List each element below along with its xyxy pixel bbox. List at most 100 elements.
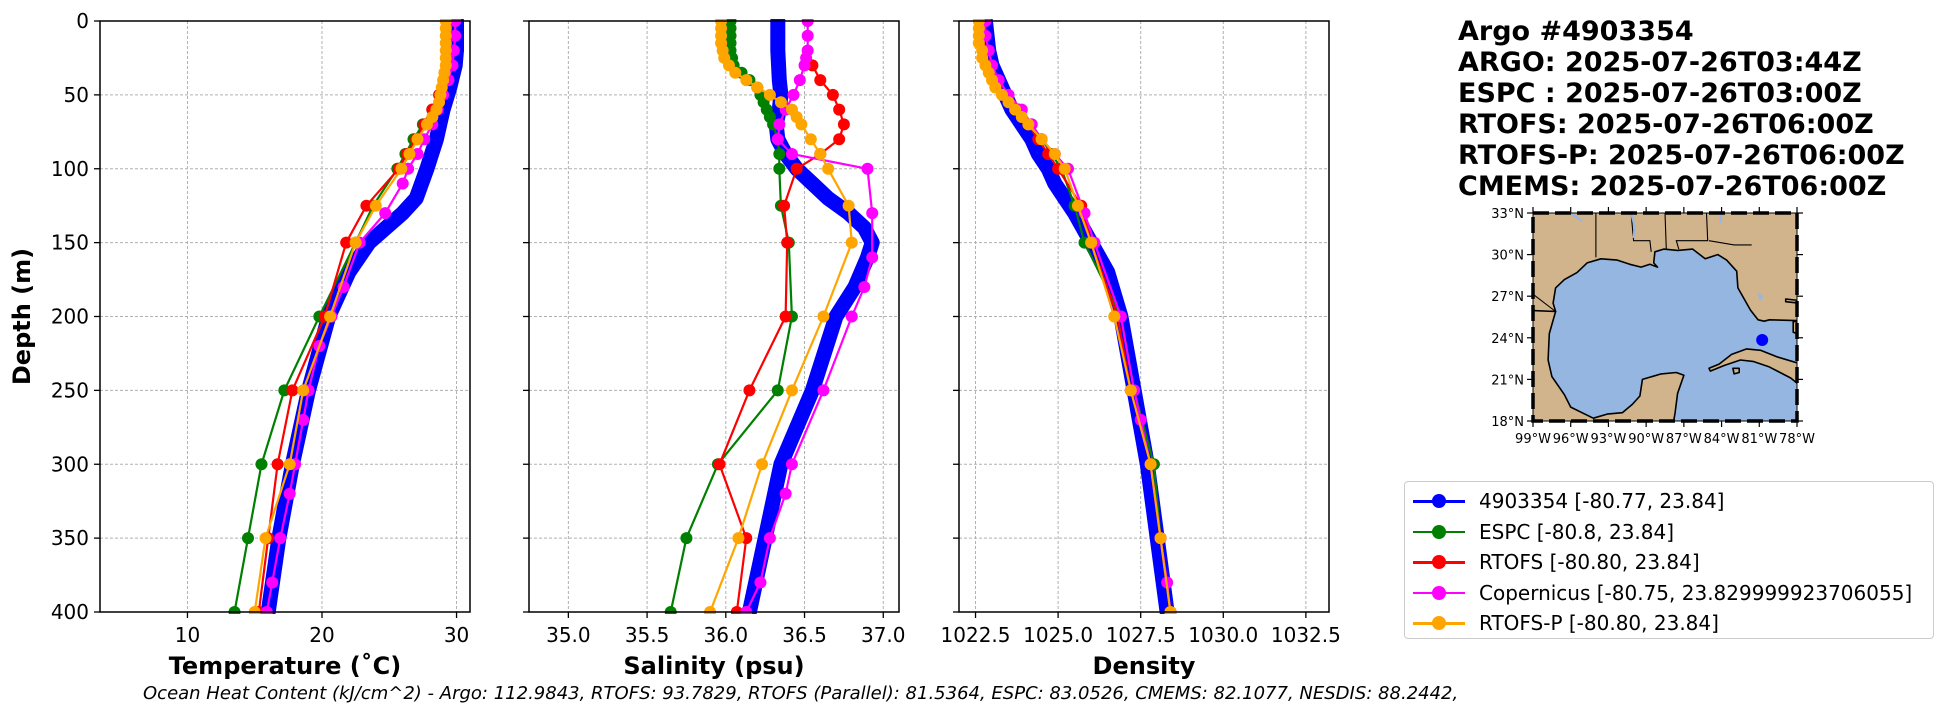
y-tick-label: 200: [51, 305, 89, 329]
series-group: [972, 19, 1177, 614]
map-lon-label: 84°W: [1704, 432, 1740, 447]
title-cmems-time: CMEMS: 2025-07-26T06:00Z: [1458, 171, 1887, 202]
series-rtofs-p-point: [1124, 384, 1137, 397]
series-espc-point: [680, 532, 693, 545]
series-rtofs-p-point: [1154, 532, 1167, 545]
title-argo-time: ARGO: 2025-07-26T03:44Z: [1458, 47, 1862, 78]
land-grand-bahama: [1784, 298, 1797, 304]
series-rtofs-point: [833, 133, 846, 146]
title-rtofs-time: RTOFS: 2025-07-26T06:00Z: [1458, 109, 1874, 140]
y-tick-label: 350: [51, 526, 89, 550]
y-tick-label: 300: [51, 452, 89, 476]
series-copernicus-point: [817, 384, 830, 397]
x-tick-label: 1032.5: [1271, 623, 1341, 647]
axes-frame: [99, 20, 471, 613]
legend-label-rtofs-p: RTOFS-P [-80.80, 23.84]: [1479, 611, 1719, 635]
series-copernicus-point: [793, 74, 806, 87]
series-copernicus-point: [861, 162, 874, 175]
legend-swatch-copernicus: [1413, 585, 1465, 601]
series-rtofs-point: [781, 236, 794, 249]
axes-frame: [958, 20, 1330, 613]
series-rtofs-point: [271, 458, 284, 471]
series-rtofs-p-point: [395, 162, 408, 175]
series-rtofs-p-point: [817, 310, 830, 323]
series-rtofs-p-point: [283, 458, 296, 471]
state-border: [1533, 293, 1556, 312]
map-lon-label: 87°W: [1666, 432, 1702, 447]
series-rtofs-point: [826, 88, 839, 101]
series-copernicus-point: [779, 487, 792, 500]
series-rtofs-point: [814, 74, 827, 87]
temperature-panel: 0 50 100 150 200 250 300 350 400 10 20 30 Temperatur…: [8, 9, 471, 680]
map-content: [1533, 213, 1797, 421]
series-rtofs-p-point: [324, 310, 337, 323]
y-tick-label: 250: [51, 378, 89, 402]
series-espc-point: [773, 147, 786, 160]
y-tick-label: 400: [51, 600, 89, 624]
series-copernicus-point: [754, 576, 767, 589]
y-axis-label: Depth (m): [8, 248, 36, 385]
series-copernicus-point: [866, 207, 879, 220]
x-tick-label: 1025.0: [1023, 623, 1093, 647]
land-cuba: [1708, 348, 1797, 385]
legend-item-espc: ESPC [-80.8, 23.84]: [1413, 517, 1674, 547]
series-rtofs-point: [743, 384, 756, 397]
series-rtofs-p-point: [804, 133, 817, 146]
legend-item-rtofs: RTOFS [-80.80, 23.84]: [1413, 547, 1700, 577]
map-lon-label: 96°W: [1553, 432, 1589, 447]
series-rtofs-point: [713, 458, 726, 471]
series-copernicus-point: [283, 487, 296, 500]
x-axis-label: Density: [1093, 652, 1196, 680]
series-rtofs-p-point: [740, 74, 753, 87]
legend-item-copernicus: Copernicus [-80.75, 23.829999923706055]: [1413, 578, 1912, 608]
series-rtofs-p-point: [774, 96, 787, 109]
series-rtofs-p-point: [1071, 199, 1084, 212]
plot-title: Argo #4903354 ARGO: 2025-07-26T03:44Z ES…: [1458, 16, 1905, 202]
series-copernicus-point: [801, 29, 814, 42]
series-copernicus-point: [771, 133, 784, 146]
legend-swatch-rtofs: [1413, 554, 1465, 570]
series-rtofs-p-point: [732, 532, 745, 545]
series-copernicus-point: [297, 413, 310, 426]
x-tick-label: 36.0: [704, 623, 749, 647]
x-tick-label: 20: [309, 623, 334, 647]
argo-location-marker: [1756, 334, 1769, 347]
series-copernicus-point: [274, 532, 287, 545]
series-copernicus-point: [845, 310, 858, 323]
series-rtofs-p-point: [369, 199, 382, 212]
series-copernicus-point: [858, 280, 871, 293]
legend-swatch-espc: [1413, 524, 1465, 540]
x-tick-label: 35.5: [625, 623, 670, 647]
series-copernicus-point: [266, 576, 279, 589]
river: [1630, 213, 1636, 239]
series-copernicus-point: [785, 147, 798, 160]
series-rtofs-point: [790, 162, 803, 175]
series-rtofs-point: [286, 384, 299, 397]
map-lat-label: 27°N: [1491, 290, 1524, 305]
x-axis-label: Salinity (psu): [623, 652, 804, 680]
series-rtofs-p-point: [1108, 310, 1121, 323]
title-argo-id: Argo #4903354: [1458, 16, 1694, 47]
salinity-panel: 35.0 35.5 36.0 36.5 37.0 Salinity (psu): [523, 19, 906, 680]
series-rtofs-p-point: [729, 66, 742, 79]
legend-label-argo: 4903354 [-80.77, 23.84]: [1479, 489, 1725, 513]
river: [1570, 213, 1583, 223]
series-espc-point: [255, 458, 268, 471]
series-copernicus-point: [449, 29, 462, 42]
series-rtofs-p-point: [1048, 147, 1061, 160]
series-rtofs-point: [360, 199, 373, 212]
series-rtofs-p-point: [1022, 118, 1035, 131]
series-rtofs-point: [833, 103, 846, 116]
series-rtofs-p-point: [1035, 133, 1048, 146]
legend-swatch-argo: [1413, 493, 1465, 509]
series-copernicus-point: [787, 88, 800, 101]
map-lat-label: 33°N: [1491, 207, 1524, 222]
land-usa: [1533, 213, 1797, 323]
series-rtofs-point: [779, 310, 792, 323]
series-rtofs-p-point: [1085, 236, 1098, 249]
series-copernicus-point: [379, 207, 392, 220]
series-rtofs-p-point: [785, 384, 798, 397]
series-copernicus-point: [866, 251, 879, 264]
series-copernicus-point: [396, 177, 409, 190]
